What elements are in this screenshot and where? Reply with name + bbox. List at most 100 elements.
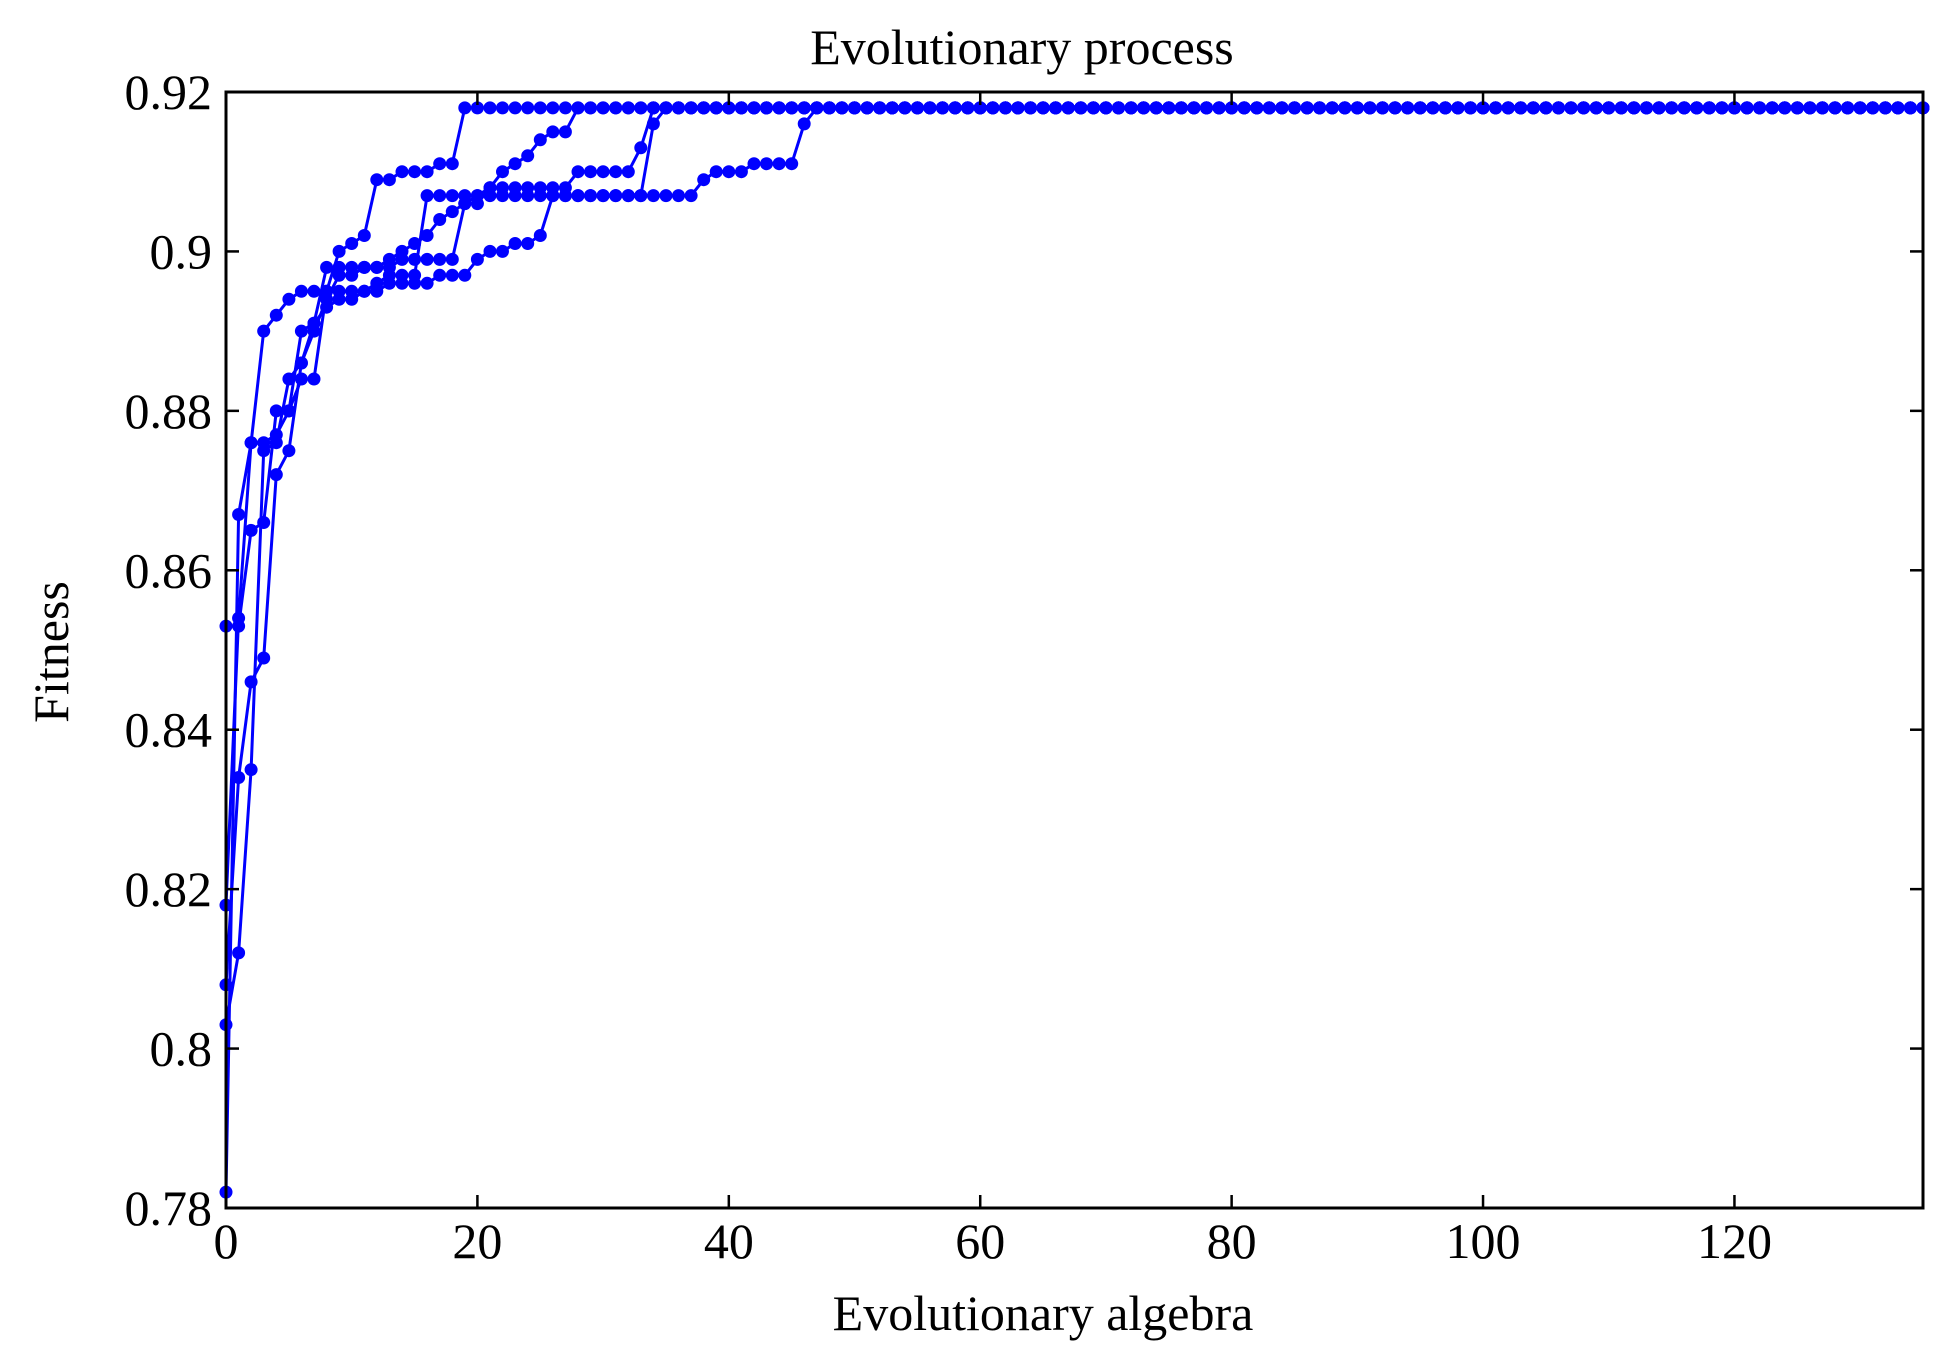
series-5-point	[1677, 101, 1691, 115]
series-5-point	[1577, 101, 1591, 115]
series-3-point	[408, 268, 422, 282]
series-1-point	[269, 308, 283, 322]
series-1-point	[345, 237, 359, 250]
series-5-point	[420, 252, 434, 266]
series-5-point	[898, 101, 912, 115]
series-5-point	[1376, 101, 1389, 115]
series-5-point	[1853, 101, 1867, 115]
series-3-point	[734, 165, 748, 179]
series-4-point	[546, 125, 560, 139]
series-5-point	[244, 763, 258, 777]
series-3-point	[571, 189, 585, 203]
series-5-point	[1250, 101, 1264, 115]
series-5-point	[1438, 101, 1452, 115]
series-1-point	[496, 101, 509, 115]
series-3-point	[232, 611, 246, 625]
series-5-point	[1514, 101, 1528, 115]
series-4-point	[445, 205, 459, 219]
series-4-point	[408, 237, 422, 250]
series-3-point	[646, 189, 660, 203]
series-5-point	[1049, 101, 1063, 115]
series-5-point	[1464, 101, 1477, 115]
series-5-point	[533, 181, 547, 195]
series-3-point	[722, 165, 736, 179]
series-5-point	[496, 181, 509, 195]
plot-frame	[224, 90, 1925, 1210]
y-tick-label: 0.92	[125, 64, 213, 120]
series-5-point	[634, 141, 648, 155]
series-5-point	[1878, 101, 1892, 115]
series-5-point	[1501, 101, 1515, 115]
series-5-point	[1288, 101, 1301, 115]
x-tick-label: 60	[955, 1213, 1005, 1269]
series-5-point	[659, 101, 673, 115]
series-4-point	[282, 444, 296, 458]
series-5-point	[1426, 101, 1440, 115]
series-5-point	[1200, 101, 1213, 115]
series-5-point	[1036, 101, 1050, 115]
series-1-point	[382, 173, 396, 187]
chart-title: Evolutionary process	[810, 19, 1234, 75]
series-5-point	[646, 101, 660, 115]
series-5-point	[1640, 101, 1653, 115]
series-4-point	[232, 771, 246, 784]
series-5-point	[1526, 101, 1540, 115]
series-3-point	[659, 189, 673, 203]
y-tick-label: 0.82	[125, 861, 213, 917]
series-5-point	[923, 101, 937, 115]
series-5-point	[998, 101, 1012, 115]
series-1-point	[508, 101, 522, 115]
series-5-point	[408, 252, 422, 266]
series-1-point	[257, 324, 271, 338]
x-tick-label: 40	[704, 1213, 754, 1269]
series-5-point	[822, 101, 836, 115]
series-5-point	[596, 165, 610, 179]
series-1-point	[282, 292, 296, 306]
series-5-point	[1753, 101, 1767, 115]
series-5-point	[345, 260, 359, 274]
series-3-point	[282, 404, 296, 418]
series-3-point	[395, 268, 409, 282]
series-4-point	[596, 101, 610, 115]
x-tick-label: 120	[1697, 1213, 1772, 1269]
series-5-point	[458, 197, 472, 211]
series-5-point	[1401, 101, 1415, 115]
series-1-point	[357, 229, 371, 242]
series-5-point	[1275, 101, 1289, 115]
series-5-point	[1024, 101, 1037, 115]
series-3-point	[433, 189, 447, 203]
series-5-point	[1350, 101, 1364, 115]
series-5-point	[546, 181, 560, 195]
series-1-point	[395, 165, 409, 179]
series-3-point	[609, 189, 623, 203]
ticks-layer: 0 20 40 60 80 100 120 0.78 0.8 0.82 0.84 0.86 0.88 0.…	[125, 64, 1923, 1269]
series-5-point	[1099, 101, 1113, 115]
series-3-point	[596, 189, 610, 203]
series-2-point	[269, 404, 283, 418]
series-3-point	[634, 189, 648, 203]
series-5-point	[1702, 101, 1716, 115]
series-3-point	[709, 165, 723, 179]
series-3-point	[621, 189, 635, 203]
series-3-point	[684, 189, 698, 203]
series-5-point	[521, 181, 535, 195]
series-5-point	[1162, 101, 1176, 115]
series-5-point	[294, 356, 308, 370]
y-tick-label: 0.78	[125, 1180, 213, 1236]
series-5-point	[734, 101, 748, 115]
series-5-point	[986, 101, 1000, 115]
series-5-point	[621, 165, 635, 179]
series-5-point	[584, 165, 597, 179]
series-5-point	[1589, 101, 1603, 115]
series-5-point	[382, 260, 396, 274]
series-5-point	[1803, 101, 1817, 115]
series-5-point	[873, 101, 887, 115]
series-4-point	[508, 157, 522, 171]
y-axis-label: Fitness	[23, 581, 79, 723]
series-3-point	[332, 292, 346, 306]
series-5-point	[936, 101, 949, 115]
series-5-point	[1074, 101, 1088, 115]
series-1-point	[332, 244, 346, 258]
series-1-point	[533, 101, 547, 115]
series-4-point	[496, 165, 509, 179]
